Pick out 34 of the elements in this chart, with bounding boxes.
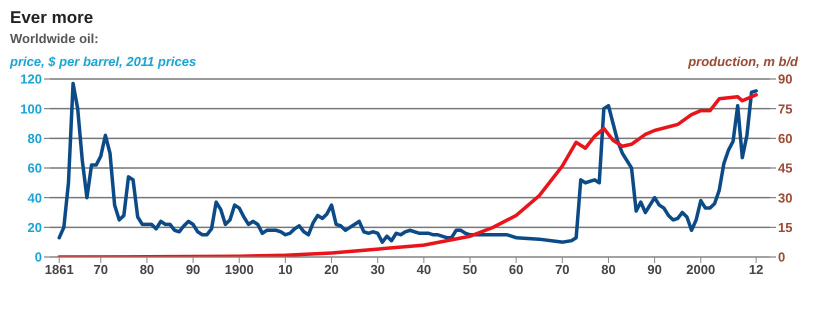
x-tick-label: 80 [140, 262, 154, 278]
chart-subtitle: Worldwide oil: [10, 31, 100, 46]
y-tick-label: 120 [20, 72, 42, 87]
x-tick-label: 10 [278, 262, 293, 278]
x-tick-label: 20 [324, 262, 339, 278]
x-tick-label: 70 [555, 262, 570, 278]
x-tick-label: 60 [508, 262, 524, 278]
x-tick-label: 80 [601, 262, 616, 278]
y-tick-label: 40 [28, 190, 42, 206]
y-tick-label: 0 [34, 250, 42, 265]
y-tick-label: 100 [20, 101, 42, 116]
x-tick-label: 70 [94, 262, 108, 278]
y2-tick-label: 75 [778, 101, 792, 116]
y2-tick-label: 90 [778, 72, 792, 87]
y2-tick-label: 15 [778, 220, 792, 235]
x-tick-label: 1900 [224, 262, 254, 278]
y-tick-label: 60 [28, 160, 42, 176]
x-tick-label: 12 [748, 262, 764, 278]
x-tick-label: 50 [462, 262, 478, 278]
y-tick-label: 20 [28, 220, 42, 235]
y2-tick-label: 0 [778, 250, 786, 265]
y2-tick-label: 45 [778, 160, 792, 176]
x-tick-label: 90 [186, 262, 200, 278]
y2-axis-title: production, m b/d [688, 54, 798, 69]
y-axis-title: price, $ per barrel, 2011 prices [10, 54, 196, 69]
x-tick-label: 1861 [44, 262, 74, 278]
x-tick-label: 90 [647, 262, 662, 278]
x-tick-label: 40 [416, 262, 432, 278]
x-tick-label: 30 [370, 262, 385, 278]
chart-title: Ever more [10, 8, 94, 28]
y2-tick-label: 60 [778, 130, 792, 146]
x-tick-label: 2000 [686, 262, 716, 278]
y-tick-label: 80 [28, 130, 42, 146]
y2-tick-label: 30 [778, 190, 792, 206]
